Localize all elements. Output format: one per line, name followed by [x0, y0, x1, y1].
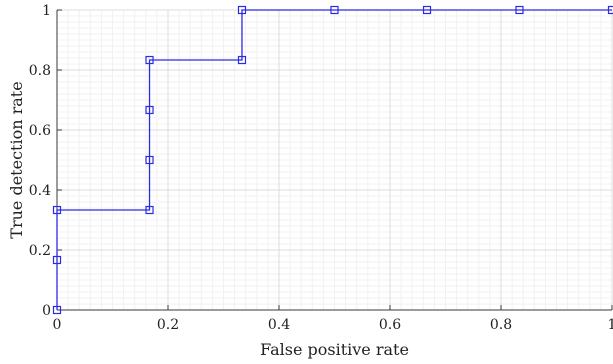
data-point-marker [145, 55, 154, 65]
data-point-marker [145, 205, 154, 215]
y-tick-label: 0.6 [29, 123, 51, 139]
x-tick-label: 0.6 [379, 317, 401, 333]
x-tick-label: 0 [53, 317, 62, 333]
data-point-marker [237, 55, 247, 65]
y-tick-label: 0.8 [29, 63, 51, 79]
x-axis-title: False positive rate [260, 340, 409, 359]
data-point-marker [422, 5, 432, 15]
data-point-marker [607, 5, 613, 15]
x-tick-label: 0.2 [157, 317, 179, 333]
x-tick-label: 0.8 [490, 317, 512, 333]
series-line [56, 9, 612, 310]
data-point-marker [52, 305, 62, 315]
data-point-marker [330, 5, 339, 15]
data-point-marker [145, 155, 154, 165]
y-tick-label: 0.4 [29, 183, 51, 199]
y-axis-title: True detection rate [7, 81, 26, 238]
y-tick-label: 1 [42, 3, 51, 19]
x-tick-label: 0.4 [268, 317, 290, 333]
data-point-marker [52, 255, 62, 265]
y-tick-label: 0.2 [29, 243, 51, 259]
x-tick-label: 1 [608, 317, 613, 333]
data-point-marker [237, 5, 247, 15]
data-point-marker [515, 5, 524, 15]
tick-labels: 0 0.2 0.4 0.6 0.8 1 0 0.2 0.4 0.6 0.8 1 [29, 3, 613, 333]
y-tick-label: 0 [42, 303, 51, 319]
data-point-marker [52, 205, 62, 215]
data-point-marker [145, 105, 154, 115]
series-layer [52, 5, 613, 315]
